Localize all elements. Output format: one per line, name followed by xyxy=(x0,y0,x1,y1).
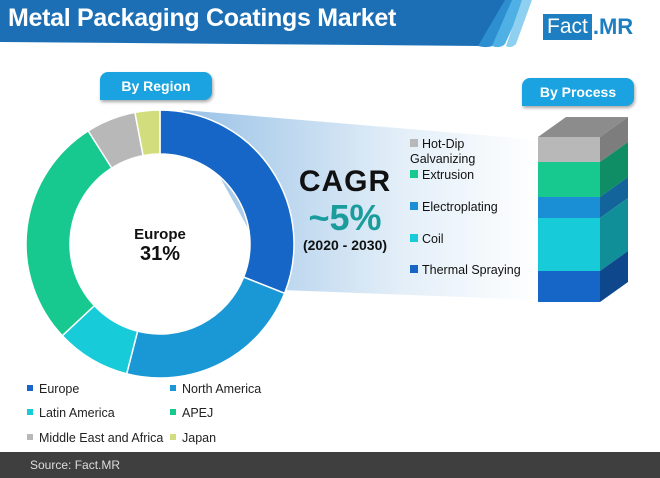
region-legend-item: Japan xyxy=(170,431,216,445)
region-legend-item: Europe xyxy=(27,382,79,396)
donut-slice-north-america xyxy=(125,276,286,379)
page-title: Metal Packaging Coatings Market xyxy=(8,4,397,32)
region-legend-item: APEJ xyxy=(170,406,213,420)
process-stacked-bar xyxy=(538,117,628,302)
header-banner: Metal Packaging Coatings Market Fact .MR xyxy=(0,0,660,48)
region-legend-item: Middle East and Africa xyxy=(27,431,163,445)
donut-slice-japan xyxy=(134,109,161,157)
region-donut-chart xyxy=(25,109,295,379)
donut-slice-europe xyxy=(159,109,295,295)
process-legend-item: Coil xyxy=(410,232,444,246)
banner-shape xyxy=(0,0,532,48)
region-legend-item: North America xyxy=(170,382,261,396)
region-legend-item: Latin America xyxy=(27,406,115,420)
factmr-logo: Fact .MR xyxy=(543,14,633,40)
process-legend-item: Hot-Dip Galvanizing xyxy=(410,137,476,166)
by-region-tab: By Region xyxy=(100,72,212,100)
process-legend-item: Thermal Spraying xyxy=(410,263,521,277)
by-process-tab: By Process xyxy=(522,78,634,106)
cagr-block: CAGR ~5% (2020 - 2030) xyxy=(298,165,392,253)
source-footer: Source: Fact.MR xyxy=(0,452,660,478)
process-legend-item: Extrusion xyxy=(410,168,474,182)
donut-center-label: Europe 31% xyxy=(134,226,186,265)
donut-slice-apej xyxy=(25,129,113,337)
process-legend-item: Electroplating xyxy=(410,200,498,214)
